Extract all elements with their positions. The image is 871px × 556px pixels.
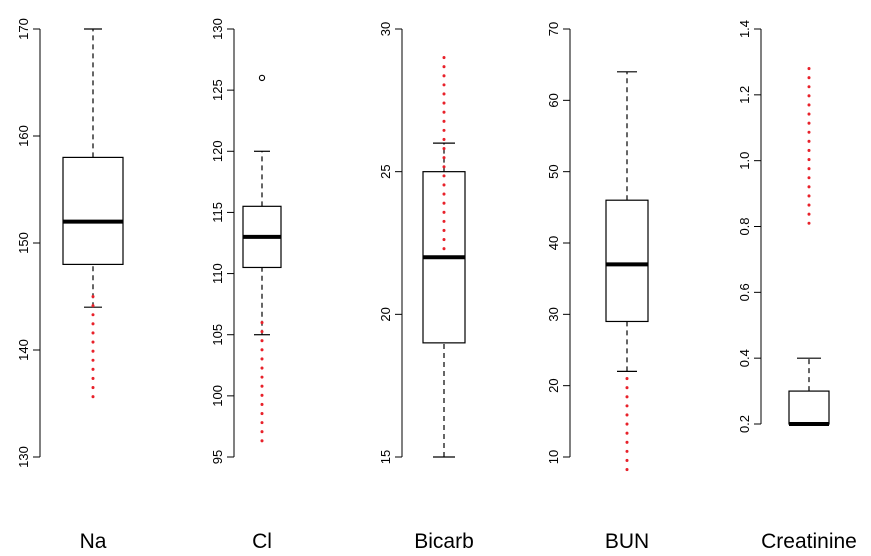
bun-tick-label: 30 — [546, 307, 561, 321]
cl-tick-label: 105 — [210, 324, 225, 346]
cl-tick-label: 100 — [210, 385, 225, 407]
na-tick-label: 160 — [16, 125, 31, 147]
creatinine-tick-label: 0.8 — [737, 217, 752, 235]
bun-tick-label: 50 — [546, 164, 561, 178]
bicarb-tick-label: 20 — [378, 307, 393, 321]
creatinine-tick-label: 1.2 — [737, 86, 752, 104]
bun-tick-label: 20 — [546, 378, 561, 392]
bun-box — [605, 199, 649, 323]
creatinine-tick-label: 1.4 — [737, 20, 752, 38]
bicarb-label: Bicarb — [414, 530, 474, 553]
bun-tick-label: 70 — [546, 22, 561, 36]
bicarb-tick-label: 15 — [378, 450, 393, 464]
bun-tick-label: 60 — [546, 93, 561, 107]
bicarb-tick-label: 30 — [378, 22, 393, 36]
cl-outlier — [258, 74, 266, 82]
cl-tick-label: 120 — [210, 140, 225, 162]
na-tick-label: 130 — [16, 446, 31, 468]
bun-tick-label: 40 — [546, 236, 561, 250]
bun-label: BUN — [605, 530, 649, 553]
creatinine-label: Creatinine — [761, 530, 857, 553]
creatinine-box — [788, 390, 830, 425]
na-tick-label: 150 — [16, 232, 31, 254]
na-tick-label: 140 — [16, 339, 31, 361]
na-label: Na — [80, 530, 107, 553]
cl-tick-label: 115 — [210, 202, 225, 223]
cl-label: Cl — [252, 530, 272, 553]
na-tick-label: 170 — [16, 18, 31, 40]
creatinine-tick-label: 0.2 — [737, 415, 752, 433]
creatinine-tick-label: 0.6 — [737, 283, 752, 301]
cl-tick-label: 110 — [210, 263, 225, 284]
cl-tick-label: 130 — [210, 18, 225, 40]
bicarb-tick-label: 25 — [378, 164, 393, 178]
cl-tick-label: 95 — [210, 450, 225, 464]
creatinine-tick-label: 1.0 — [737, 152, 752, 170]
cl-tick-label: 125 — [210, 79, 225, 101]
na-box — [62, 156, 124, 265]
bun-tick-label: 10 — [546, 450, 561, 464]
creatinine-tick-label: 0.4 — [737, 349, 752, 367]
